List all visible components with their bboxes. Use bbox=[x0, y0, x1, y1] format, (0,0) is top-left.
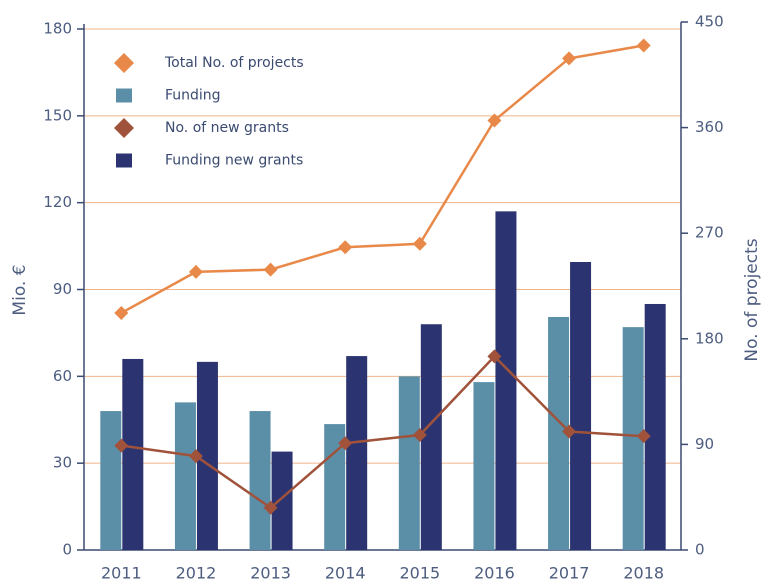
y2-tick-label: 90 bbox=[695, 435, 714, 453]
line bbox=[120, 44, 644, 315]
x-tick-label: 2017 bbox=[549, 564, 590, 583]
y2-tick-label: 360 bbox=[695, 118, 724, 136]
marker bbox=[487, 349, 502, 364]
bar bbox=[622, 327, 644, 550]
marker bbox=[412, 236, 427, 251]
y-tick-label: 180 bbox=[43, 20, 72, 38]
y-tick-label: 90 bbox=[53, 280, 72, 298]
bar bbox=[271, 451, 293, 550]
marker bbox=[412, 428, 427, 443]
legend-label: No. of new grants bbox=[165, 120, 289, 136]
x-tick-label: 2014 bbox=[325, 564, 366, 583]
bar bbox=[122, 358, 144, 550]
bar bbox=[100, 411, 122, 550]
line bbox=[121, 354, 644, 510]
bar bbox=[398, 376, 420, 550]
y-tick-label: 120 bbox=[43, 193, 72, 211]
legend-label: Total No. of projects bbox=[164, 55, 304, 71]
y2-tick-label: 180 bbox=[695, 329, 724, 347]
marker bbox=[636, 38, 651, 53]
bar bbox=[196, 361, 218, 550]
x-tick-label: 2016 bbox=[474, 564, 515, 583]
y-tick-label: 150 bbox=[43, 106, 72, 124]
bar bbox=[174, 402, 196, 550]
legend-swatch bbox=[116, 153, 132, 168]
x-tick-label: 2011 bbox=[101, 564, 142, 583]
y2-axis-title: No. of projects bbox=[742, 238, 762, 361]
marker bbox=[263, 500, 278, 515]
bar bbox=[570, 262, 592, 550]
x-tick-label: 2013 bbox=[250, 564, 291, 583]
y-tick-label: 60 bbox=[53, 367, 72, 385]
marker bbox=[263, 262, 278, 277]
y-axis-title: Mio. € bbox=[10, 264, 30, 315]
x-tick-label: 2018 bbox=[623, 564, 664, 583]
x-tick-label: 2015 bbox=[399, 564, 440, 583]
marker bbox=[487, 113, 502, 128]
legend-swatch bbox=[114, 118, 134, 138]
marker bbox=[562, 424, 577, 439]
bar bbox=[346, 356, 368, 550]
bar bbox=[548, 316, 570, 550]
marker bbox=[562, 51, 577, 66]
legend-swatch bbox=[116, 88, 132, 103]
legend-label: Funding new grants bbox=[165, 153, 303, 169]
bar bbox=[420, 324, 442, 550]
marker bbox=[338, 240, 353, 255]
y2-tick-label: 450 bbox=[695, 13, 724, 31]
marker bbox=[188, 449, 203, 464]
bar bbox=[249, 411, 271, 550]
marker bbox=[114, 305, 129, 320]
y2-tick-label: 270 bbox=[695, 224, 724, 242]
marker bbox=[636, 429, 651, 444]
bar bbox=[495, 211, 517, 550]
marker bbox=[338, 436, 353, 451]
y-tick-label: 30 bbox=[53, 454, 72, 472]
y-tick-label: 0 bbox=[62, 541, 72, 559]
marker bbox=[188, 264, 203, 279]
y2-tick-label: 0 bbox=[695, 541, 705, 559]
marker bbox=[114, 438, 129, 453]
legend-swatch bbox=[114, 53, 134, 73]
bar bbox=[644, 303, 666, 550]
legend-label: Funding bbox=[165, 88, 221, 104]
bar bbox=[473, 382, 495, 550]
x-tick-label: 2012 bbox=[176, 564, 217, 583]
